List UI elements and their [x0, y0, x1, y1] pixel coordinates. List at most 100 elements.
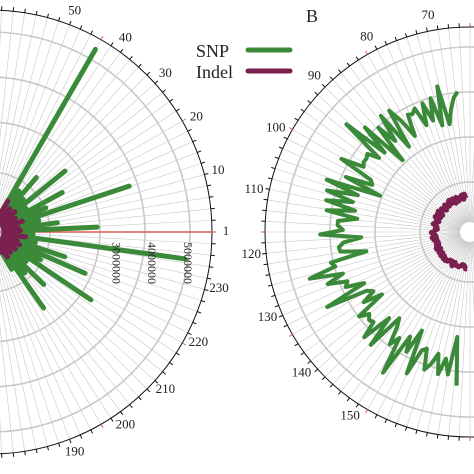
panel-a-axis-tick: [24, 451, 26, 456]
panel-b-spoke: [376, 49, 466, 224]
panel-a-axis-tick: [192, 139, 197, 143]
panel-b-axis-tick: [294, 117, 299, 121]
panel-b-spoke: [274, 168, 461, 230]
panel-b-axis-tick: [278, 314, 283, 318]
panel-a-axis-tick: [162, 371, 166, 375]
panel-a-axis-tick: [207, 184, 212, 187]
panel-b-spoke: [367, 240, 466, 410]
panel-b-axis-tick: [365, 409, 368, 414]
panel-b-spoke: [458, 27, 470, 223]
panel-a-spoke: [0, 24, 70, 207]
panel-a-axis-tick: [175, 352, 180, 356]
panel-b-axis-tick: [355, 56, 359, 61]
panel-b-axis-tick: [374, 414, 378, 419]
panel-b-spoke: [317, 238, 463, 370]
panel-b-axis-tick: [307, 100, 311, 104]
panel-a-axis-tick: [129, 56, 133, 60]
panel-a-angular-tick-label: 50: [68, 3, 81, 18]
panel-b-axis-tick: [329, 384, 334, 388]
panel-b-axis-tick: [436, 25, 439, 30]
panel-b-axis-tick: [267, 177, 273, 180]
panel-b-spoke: [340, 72, 464, 225]
panel-b-angular-tick-label: 80: [360, 29, 373, 44]
panel-b-axis-tick: [365, 50, 368, 55]
panel-b-axis-tick: [263, 263, 268, 266]
panel-a-axis-tick: [182, 342, 186, 346]
panel-a-axis-tick: [110, 417, 114, 422]
panel-b-axis-tick: [329, 76, 334, 80]
panel-a-axis-tick: [197, 311, 202, 314]
panel-b-angular-tick-label: 150: [340, 407, 360, 422]
panel-a-axis-tick: [138, 63, 142, 68]
panel-b-angular-tick-label: 100: [266, 120, 286, 135]
panel-a-angular-tick-label: 1: [223, 223, 230, 238]
panel-b-spoke: [396, 241, 467, 424]
panel-a-axis-tick: [69, 439, 72, 444]
panel-b-spoke: [267, 199, 461, 231]
panel-a-spoke: [0, 253, 81, 435]
panel-a-axis-tick: [58, 442, 61, 448]
panel-b-axis-tick: [426, 432, 428, 437]
panel-b-spoke: [310, 102, 463, 226]
panel-a-spoke: [0, 268, 48, 447]
panel-a-axis-tick: [100, 424, 104, 428]
panel-a-axis-tick: [58, 16, 61, 22]
panel-b-spoke: [282, 235, 461, 316]
panel-a-spoke: [0, 20, 59, 203]
panel-b-spoke: [266, 232, 461, 254]
panel-a-axis-tick: [187, 332, 192, 336]
panel-b-spoke: [437, 29, 469, 223]
panel-a-axis-tick: [138, 396, 142, 401]
panel-b-axis-tick: [404, 426, 408, 431]
panel-b-spoke: [416, 33, 468, 223]
panel-b-axis-tick: [394, 423, 398, 428]
panel-b-axis-tick: [426, 27, 428, 32]
panel-b-angular-tick-label: 110: [245, 181, 264, 196]
panel-b-spoke: [266, 210, 461, 232]
panel-b-axis-tick: [384, 40, 388, 45]
panel-b-axis-tick: [267, 284, 273, 287]
panel-a-angular-tick-label: 190: [65, 443, 85, 458]
panel-b-angular-tick-label: 120: [241, 246, 261, 261]
panel-b-axis-tick: [338, 391, 342, 395]
panel-a-angular-tick-label: 20: [190, 109, 203, 124]
panel-b-axis-tick: [274, 304, 279, 308]
panel-b-polar-plot: 60708090100110120130140150: [241, 7, 474, 441]
panel-b-spoke: [406, 36, 468, 223]
panel-b-axis-tick: [436, 434, 439, 439]
panel-a-axis-tick: [175, 108, 180, 112]
panel-b-spoke: [278, 235, 461, 306]
panel-b-angular-tick-label: 90: [308, 67, 321, 82]
legend: SNP Indel: [196, 41, 293, 82]
panel-a-radial-tick-label: 3000000: [109, 242, 123, 284]
panel-a-axis-tick: [146, 388, 151, 393]
panel-a-axis-tick: [192, 321, 197, 325]
panel-b-spoke: [376, 240, 466, 415]
panel-b-spoke: [396, 40, 467, 223]
panel-b-axis-tick: [271, 294, 276, 298]
panel-b-series-snp: [307, 84, 460, 386]
panel-b-axis-tick: [374, 45, 378, 50]
panel-a-series: [0, 46, 188, 311]
panel-a-axis-tick: [46, 446, 49, 451]
panel-b-series: [307, 84, 469, 386]
panel-b-spoke: [470, 241, 474, 315]
panel-b-axis-tick: [263, 198, 268, 201]
panel-b-axis-tick: [314, 91, 318, 96]
panel-b-axis-tick: [274, 156, 279, 160]
panel-b-axis-tick: [321, 376, 326, 381]
panel-a-axis-tick: [182, 118, 186, 122]
panel-a-angular-tick-label: 230: [209, 280, 229, 295]
panel-b-axis-tick: [265, 188, 270, 190]
panel-b-axis-tick: [415, 29, 418, 35]
panel-b-angular-tick-label: 140: [292, 364, 312, 379]
panel-a-spoke: [0, 293, 26, 452]
panel-b-axis-tick: [288, 127, 293, 130]
panel-b-spoke: [358, 240, 465, 405]
panel-b-angular-tick-label: 130: [258, 309, 278, 324]
panel-a-axis-tick: [79, 25, 83, 30]
panel-b-axis-tick: [384, 419, 388, 424]
panel-a-axis-tick: [200, 300, 206, 303]
panel-b-spoke: [271, 234, 461, 286]
panel-b-spoke: [349, 239, 465, 399]
